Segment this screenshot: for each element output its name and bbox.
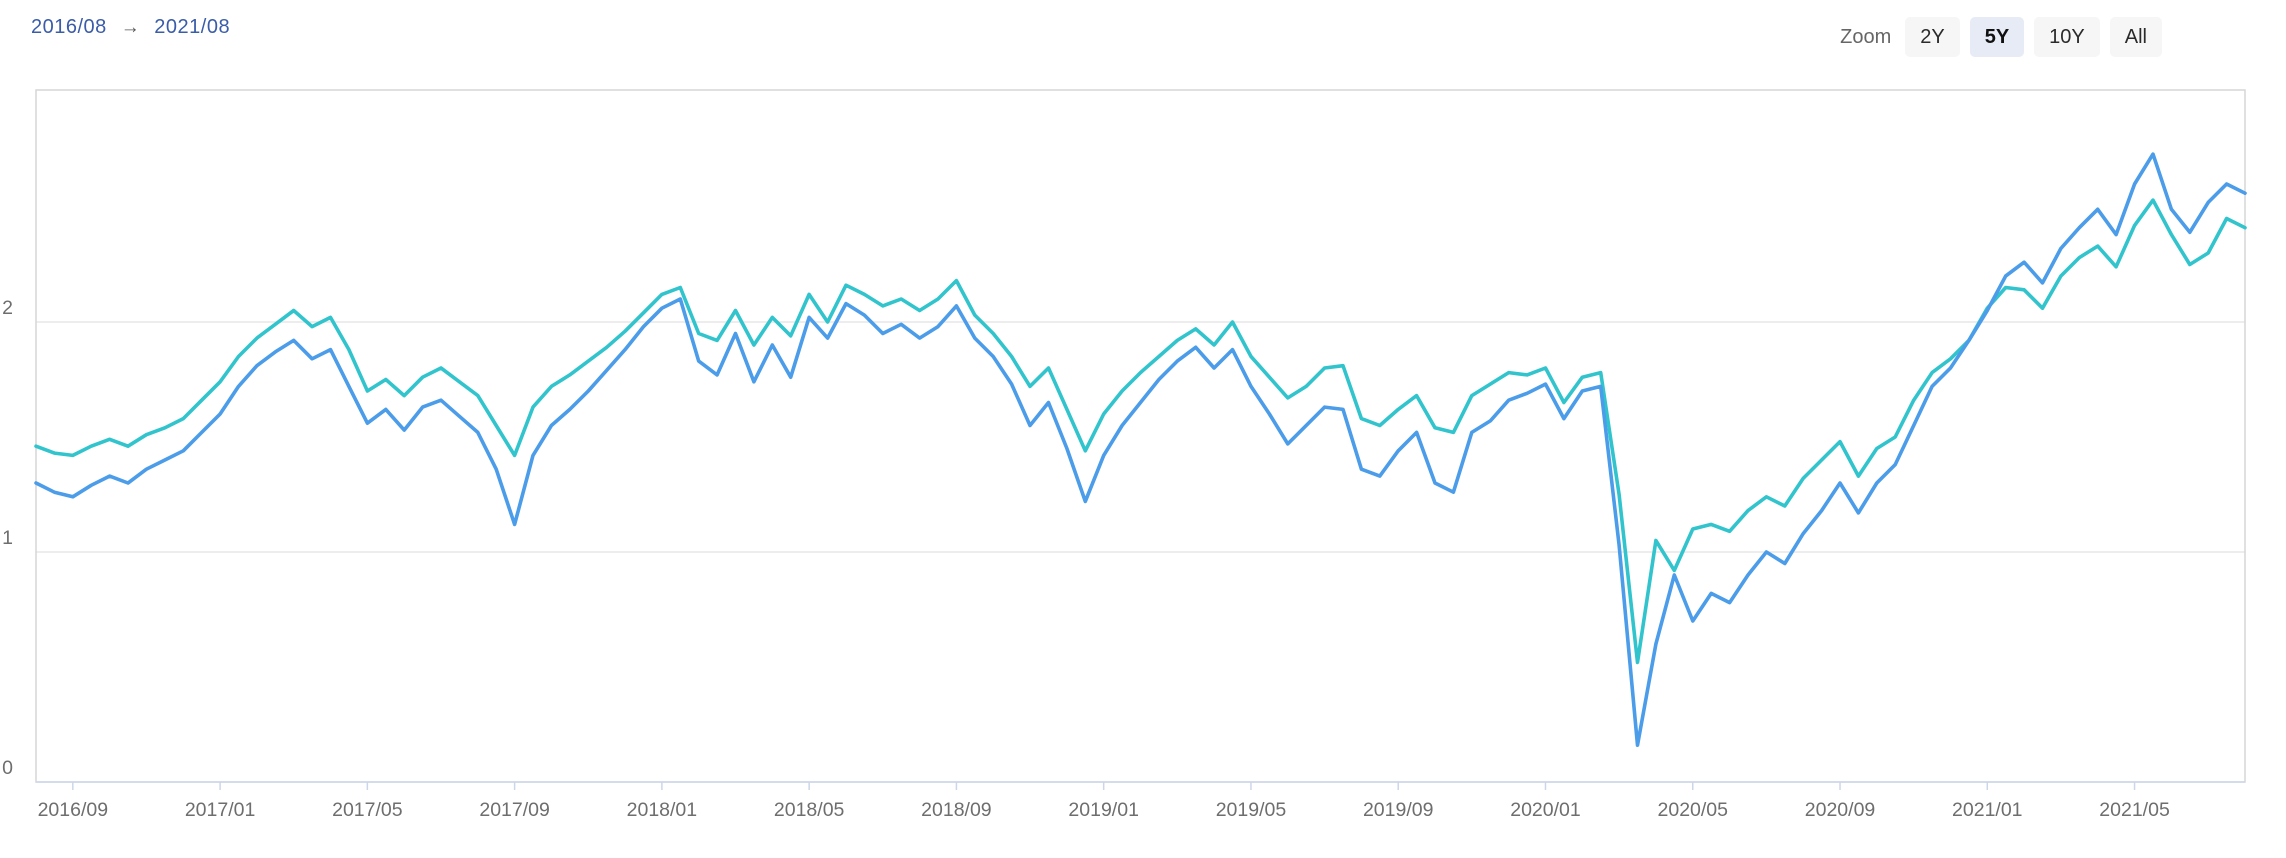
series-blue-line — [34, 152, 2247, 748]
x-tick-label: 2018/05 — [774, 799, 845, 821]
range-start-input[interactable]: 2016/08 — [31, 16, 107, 38]
zoom-controls: Zoom 2Y 5Y 10Y All — [1840, 17, 2162, 57]
x-axis: 2016/09 2017/01 2017/05 2017/09 2018/01 2018/… — [38, 782, 2170, 821]
plot-border — [35, 89, 2246, 783]
x-tick-label: 2019/05 — [1216, 799, 1287, 821]
x-tick-label: 2021/05 — [2099, 799, 2170, 821]
date-range: 2016/08 → 2021/08 — [31, 16, 230, 39]
zoom-10y-button[interactable]: 10Y — [2034, 17, 2100, 57]
x-tick-label: 2016/09 — [38, 799, 109, 821]
x-tick-label: 2018/09 — [921, 799, 992, 821]
y-tick-label: 1 — [2, 527, 13, 549]
series-cyan-line — [34, 198, 2247, 665]
x-tick-label: 2017/01 — [185, 799, 256, 821]
y-axis: 2 1 0 — [2, 297, 13, 779]
zoom-2y-button[interactable]: 2Y — [1905, 17, 1960, 57]
series-group — [34, 152, 2247, 748]
plot-frame — [35, 89, 2246, 783]
zoom-label: Zoom — [1840, 25, 1892, 48]
x-tick-label: 2018/01 — [627, 799, 698, 821]
x-tick-label: 2019/09 — [1363, 799, 1434, 821]
x-tick-label: 2021/01 — [1952, 799, 2023, 821]
x-tick-label: 2020/09 — [1805, 799, 1876, 821]
zoom-5y-button[interactable]: 5Y — [1969, 17, 2025, 57]
x-tick-label: 2017/05 — [332, 799, 403, 821]
gridlines — [36, 321, 2245, 553]
x-tick-label: 2020/01 — [1510, 799, 1581, 821]
arrow-right-icon: → — [120, 16, 141, 38]
x-tick-label: 2019/01 — [1068, 799, 1139, 821]
y-tick-label: 2 — [2, 297, 13, 319]
y-tick-label: 0 — [2, 757, 13, 779]
x-tick-label: 2017/09 — [479, 799, 550, 821]
range-end-input[interactable]: 2021/08 — [154, 16, 231, 38]
x-tick-label: 2020/05 — [1658, 799, 1729, 821]
zoom-all-button[interactable]: All — [2109, 17, 2162, 57]
